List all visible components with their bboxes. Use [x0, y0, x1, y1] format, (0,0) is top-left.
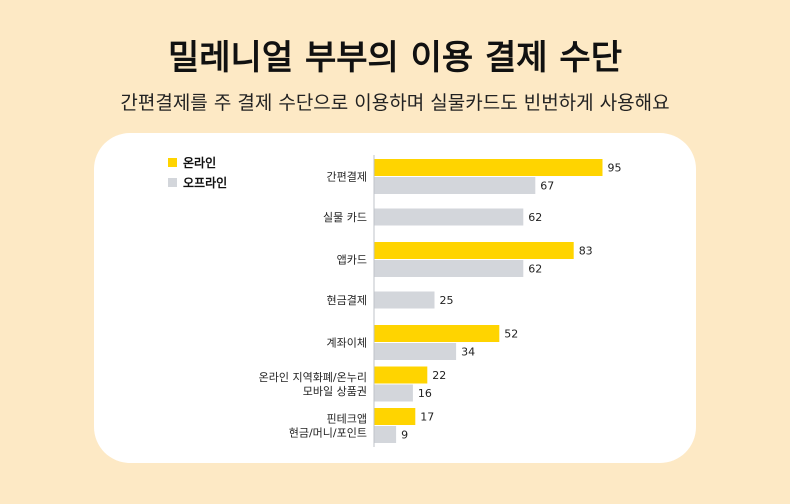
category-label: 현금/머니/포인트 — [289, 427, 367, 440]
legend-swatch-offline — [168, 177, 177, 187]
page-title: 밀레니얼 부부의 이용 결제 수단 — [168, 38, 622, 78]
legend-label-online: 온라인 — [183, 155, 217, 170]
bar-offline — [374, 426, 397, 443]
data-label-online: 95 — [608, 162, 622, 175]
data-label-online: 22 — [432, 369, 446, 382]
category-label: 온라인 지역화폐/온누리 — [259, 371, 367, 384]
data-label-offline: 67 — [540, 180, 554, 193]
bar-online — [374, 408, 416, 425]
legend-swatch-online — [168, 157, 177, 167]
bar-offline — [374, 291, 435, 309]
legend-label-offline: 오프라인 — [183, 175, 228, 190]
bar-online — [374, 366, 428, 384]
legend-item-offline: 오프라인 — [168, 172, 227, 192]
bar-online — [374, 242, 574, 259]
data-label-offline: 34 — [461, 346, 475, 359]
data-label-online: 52 — [504, 328, 518, 341]
bar-offline — [374, 384, 413, 402]
bar-offline — [374, 177, 536, 194]
category-label: 핀테크앱 — [327, 413, 367, 426]
category-label: 앱카드 — [337, 254, 367, 267]
category-label: 계좌이체 — [327, 337, 367, 350]
data-label-online: 83 — [579, 245, 593, 258]
data-label-offline: 25 — [440, 294, 454, 307]
bar-online — [374, 159, 603, 176]
category-label: 실물 카드 — [323, 211, 367, 224]
data-label-online: 17 — [420, 411, 434, 424]
data-label-offline: 62 — [528, 211, 542, 224]
bar-offline — [374, 343, 457, 360]
bar-offline — [374, 260, 524, 277]
chart-legend: 온라인 오프라인 — [168, 152, 227, 192]
legend-item-online: 온라인 — [168, 152, 227, 172]
category-label: 간편결제 — [327, 171, 367, 184]
page-subtitle: 간편결제를 주 결제 수단으로 이용하며 실물카드도 빈번하게 사용해요 — [120, 92, 670, 114]
data-label-offline: 16 — [418, 387, 432, 400]
category-label: 현금결제 — [327, 294, 367, 307]
bar-online — [374, 325, 500, 342]
category-label: 모바일 상품권 — [303, 384, 367, 398]
data-label-offline: 62 — [528, 263, 542, 276]
bar-offline — [374, 208, 524, 226]
data-label-offline: 9 — [401, 429, 408, 442]
